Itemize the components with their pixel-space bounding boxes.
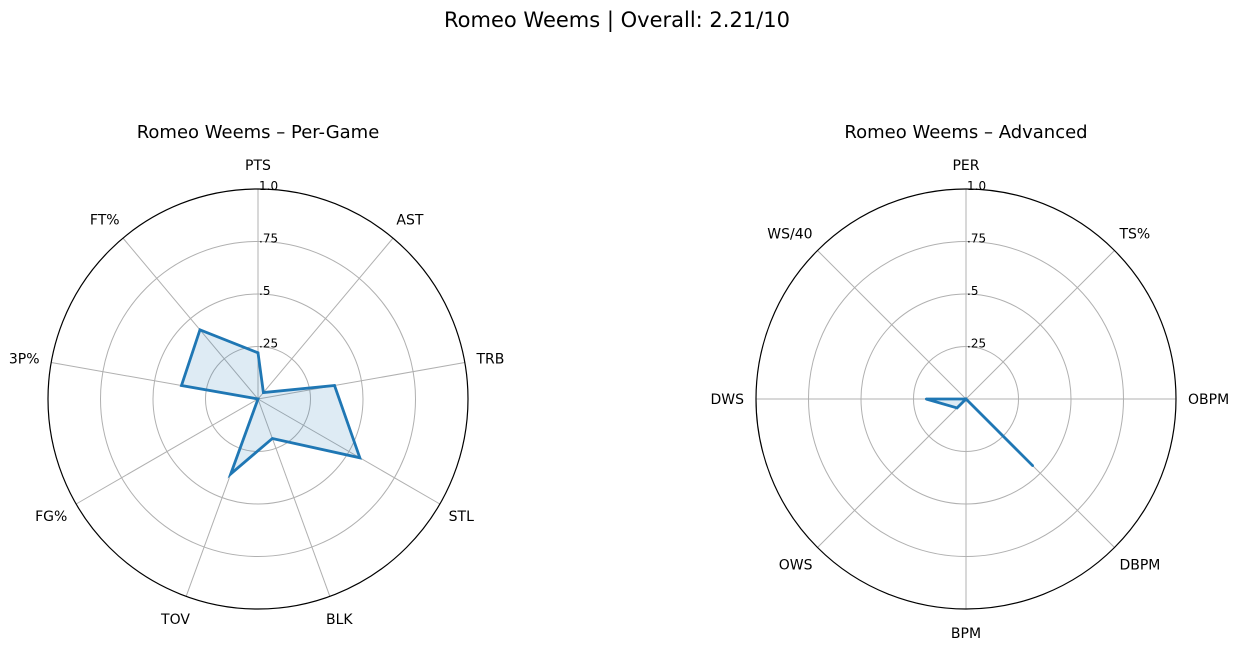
pergame-grid-ring-2 — [152, 293, 364, 505]
pergame-axis-label-tov: TOV — [160, 612, 190, 628]
pergame-point-stl — [358, 456, 362, 459]
advanced-grid-ring-3 — [808, 241, 1124, 557]
pergame-axis-label-fg-pct: FG% — [35, 509, 67, 525]
pergame-series-line — [179, 327, 362, 479]
advanced-rtick-label-1: .25 — [967, 337, 986, 351]
advanced-point-dws — [924, 397, 928, 401]
advanced-point-ows — [955, 406, 959, 410]
pergame-radar: Romeo Weems – Per-Game .25 .5 .75 1.0 PTS AST T… — [9, 122, 504, 628]
pergame-rtick-label-4: 1.0 — [259, 179, 278, 193]
pergame-axis-label-ft-pct: FT% — [90, 213, 120, 229]
advanced-axis-label-ws-40: WS/40 — [767, 227, 812, 243]
advanced-series-line — [925, 397, 1034, 467]
advanced-series-fill — [926, 399, 1033, 466]
pergame-point-ast — [262, 391, 265, 394]
pergame-axis-label-3p-pct: 3P% — [9, 351, 40, 367]
pergame-rtick-label-2: .5 — [259, 284, 270, 298]
advanced-axis-label-ows: OWS — [779, 557, 813, 573]
pergame-grid-ring-3 — [100, 241, 416, 557]
figure-title: Romeo Weems | Overall: 2.21/10 — [444, 8, 790, 32]
pergame-axis-label-pts: PTS — [245, 158, 271, 174]
pergame-axis-label-trb: TRB — [475, 351, 504, 367]
advanced-point-dbpm — [1031, 464, 1035, 468]
pergame-point-3p-pct — [180, 384, 183, 387]
advanced-rtick-label-4: 1.0 — [967, 179, 986, 193]
pergame-rtick-label-3: .75 — [259, 232, 278, 246]
pergame-axis-label-blk: BLK — [326, 612, 353, 628]
advanced-axis-label-ts-pct: TS% — [1118, 227, 1150, 243]
advanced-rtick-label-2: .5 — [967, 284, 978, 298]
pergame-series-fill — [181, 329, 360, 474]
pergame-point-blk — [271, 437, 274, 440]
advanced-axis-label-dbpm: DBPM — [1119, 557, 1160, 573]
advanced-axis-label-dws: DWS — [710, 392, 744, 408]
advanced-point-ws-40 — [964, 397, 968, 401]
pergame-rtick-label-1: .25 — [259, 337, 278, 351]
advanced-axis-label-obpm: OBPM — [1188, 392, 1229, 408]
pergame-point-tov — [229, 472, 232, 476]
advanced-axis-label-bpm: BPM — [951, 626, 981, 642]
pergame-point-ft-pct — [198, 328, 202, 332]
advanced-grid-ring-1 — [913, 346, 1019, 452]
advanced-rtick-label-3: .75 — [967, 232, 986, 246]
advanced-radar: Romeo Weems – Advanced .25 .5 .75 1.0 PER TS% O… — [710, 122, 1229, 642]
advanced-axis-label-per: PER — [952, 158, 979, 174]
pergame-axis-label-stl: STL — [449, 509, 474, 525]
pergame-outer-frame — [47, 188, 469, 610]
pergame-point-pts — [256, 351, 260, 354]
advanced-outer-frame — [755, 188, 1177, 610]
pergame-axis-label-ast: AST — [396, 213, 423, 229]
advanced-grid-ring-2 — [860, 293, 1072, 505]
advanced-title: Romeo Weems – Advanced — [844, 122, 1087, 143]
pergame-point-fg-pct — [256, 397, 260, 401]
pergame-point-trb — [333, 384, 336, 387]
pergame-title: Romeo Weems – Per-Game — [137, 122, 380, 143]
